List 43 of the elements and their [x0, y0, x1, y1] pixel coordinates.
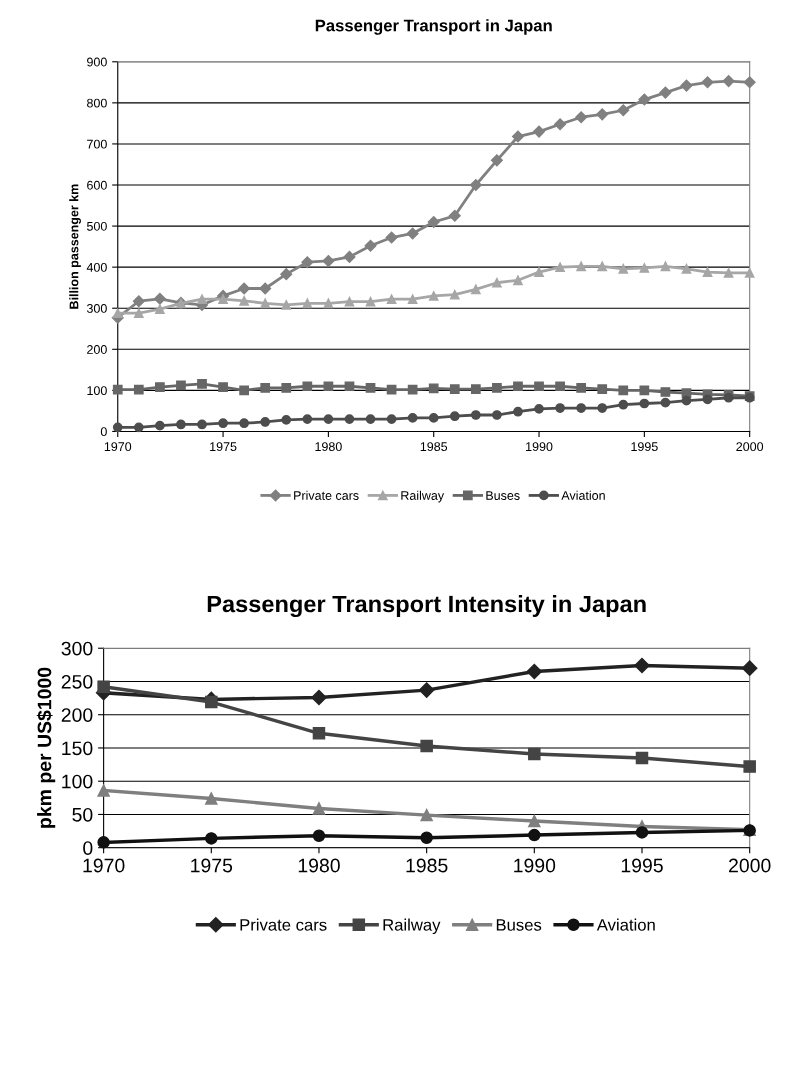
- x-tick-label: 1985: [420, 442, 448, 452]
- y-tick-label: 500: [86, 221, 107, 231]
- legend-label: Buses: [486, 491, 520, 500]
- y-tick-label: 0: [100, 427, 107, 437]
- x-tick-label: 1970: [83, 858, 125, 873]
- y-tick-label: 300: [61, 641, 93, 656]
- x-tick-label: 1980: [315, 442, 342, 452]
- y-tick-label: 250: [61, 674, 93, 689]
- x-tick-label: 2000: [729, 858, 771, 873]
- y-tick-label: 700: [87, 139, 107, 149]
- y-tick-label: 300: [86, 304, 107, 313]
- y-tick-label: 150: [62, 741, 93, 756]
- chart-title: Passenger Transport Intensity in Japan: [207, 595, 646, 618]
- legend-label: Railway: [383, 918, 441, 935]
- legend-label: Private cars: [294, 490, 359, 500]
- y-tick-label: 100: [87, 386, 107, 396]
- x-tick-label: 1975: [210, 442, 237, 452]
- y-tick-label: 200: [87, 345, 107, 354]
- y-tick-label: 800: [87, 98, 107, 108]
- x-tick-label: 1985: [406, 858, 448, 873]
- x-tick-label: 1990: [514, 858, 556, 873]
- y-tick-label: 600: [87, 180, 107, 190]
- x-tick-label: 1990: [526, 442, 553, 452]
- y-tick-label: 100: [62, 774, 93, 789]
- chart-title: Passenger Transport in Japan: [315, 19, 552, 35]
- x-tick-label: 1970: [104, 442, 132, 452]
- x-tick-label: 1995: [631, 442, 658, 452]
- y-tick-label: 0: [83, 841, 93, 855]
- y-axis-title: Billion passenger km: [69, 184, 81, 309]
- y-tick-label: 400: [86, 262, 107, 272]
- y-tick-label: 50: [72, 807, 93, 822]
- legend-label: Aviation: [596, 918, 655, 931]
- y-tick-label: 200: [61, 708, 93, 722]
- x-tick-label: 1975: [191, 858, 233, 873]
- y-tick-label: 900: [87, 57, 107, 67]
- legend-label: Aviation: [561, 490, 605, 500]
- legend-label: Private cars: [240, 918, 327, 931]
- legend-label: Buses: [496, 919, 542, 931]
- legend-label: Railway: [401, 490, 445, 503]
- x-tick-label: 2000: [736, 442, 764, 452]
- x-tick-label: 1980: [298, 858, 340, 873]
- x-tick-label: 1995: [621, 858, 663, 873]
- y-axis-title: pkm per US$1000: [36, 667, 56, 828]
